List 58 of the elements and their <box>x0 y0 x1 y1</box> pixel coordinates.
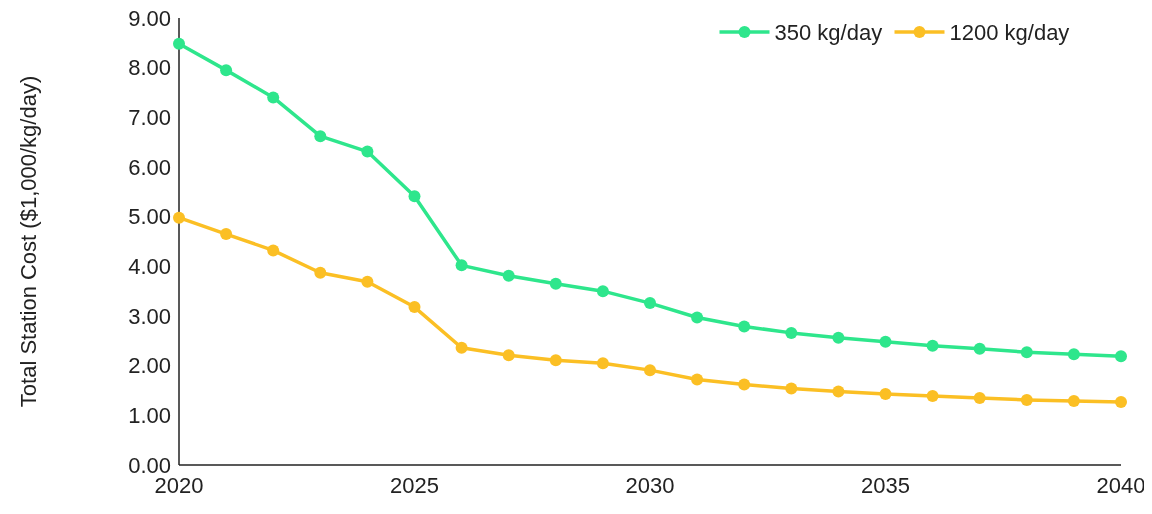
point <box>1115 350 1127 363</box>
point <box>173 37 185 50</box>
x-tick-label: 2040 <box>1096 473 1146 498</box>
point <box>1067 394 1080 407</box>
point <box>596 357 609 370</box>
point <box>644 364 656 377</box>
point <box>502 269 515 282</box>
legend-label: 1200 kg/day <box>949 19 1070 45</box>
point <box>408 190 421 203</box>
y-tick-label: 2.00 <box>128 353 171 379</box>
point <box>455 341 468 354</box>
y-tick-label: 1.00 <box>128 403 171 429</box>
point <box>408 301 421 314</box>
point <box>973 342 986 355</box>
legend-label: 350 kg/day <box>774 19 883 45</box>
point <box>926 339 939 352</box>
point <box>549 354 562 367</box>
y-tick-label: 5.00 <box>128 204 171 230</box>
point <box>738 320 751 333</box>
point <box>785 382 798 395</box>
point <box>361 275 374 288</box>
point <box>361 145 374 158</box>
point <box>173 211 185 224</box>
point <box>314 266 327 279</box>
point <box>644 297 656 310</box>
point <box>785 326 798 339</box>
point <box>1020 393 1033 406</box>
point <box>267 244 280 257</box>
x-tick-label: 2030 <box>625 473 675 498</box>
x-tick-label: 2025 <box>390 473 439 498</box>
point <box>220 64 233 77</box>
point <box>267 91 280 104</box>
point <box>691 311 704 324</box>
y-tick-label: 3.00 <box>128 303 171 329</box>
y-tick-label: 7.00 <box>128 105 171 131</box>
point <box>596 285 609 298</box>
point <box>1067 348 1080 361</box>
point <box>220 228 233 241</box>
point <box>879 387 892 400</box>
point <box>314 130 327 143</box>
point <box>502 349 515 362</box>
x-tick-label: 2035 <box>861 473 910 498</box>
point <box>738 378 751 391</box>
point <box>549 277 562 290</box>
point <box>832 331 845 344</box>
point <box>1115 395 1127 408</box>
point <box>691 373 704 386</box>
point <box>832 385 845 398</box>
y-tick-label: 4.00 <box>128 254 171 280</box>
y-tick-label: 9.00 <box>128 5 171 31</box>
point <box>973 391 986 404</box>
point <box>1020 346 1033 359</box>
y-tick-label: 6.00 <box>128 154 171 180</box>
point <box>926 389 939 402</box>
point <box>879 335 892 348</box>
y-axis-title: Total Station Cost ($1,000/kg/day) <box>15 75 41 408</box>
point <box>455 259 468 272</box>
y-tick-label: 8.00 <box>128 55 171 81</box>
